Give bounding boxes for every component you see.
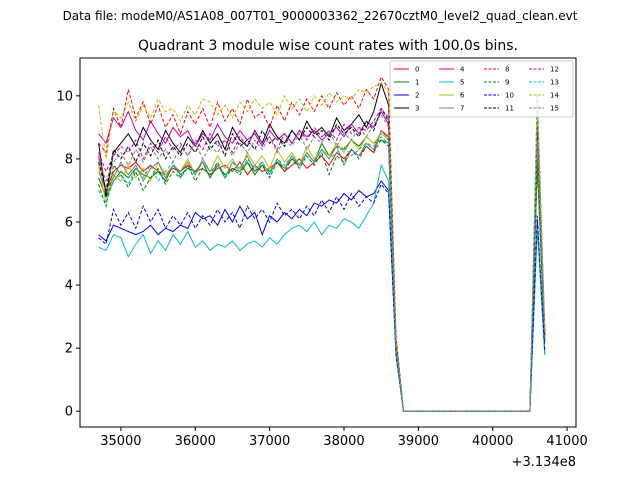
legend-label-7: 7 [460,105,464,113]
x-tick-label: 41000 [546,434,587,449]
chart-title: Quadrant 3 module wise count rates with … [138,38,518,54]
series-line-3 [98,81,546,412]
x-tick-label: 37000 [249,434,290,449]
legend-label-4: 4 [460,66,465,74]
legend-label-15: 15 [550,105,559,113]
y-tick-label: 2 [65,342,73,357]
x-tick-label: 39000 [398,434,439,449]
plot-lines [98,75,546,412]
y-tick-label: 10 [56,89,73,104]
legend-label-14: 14 [550,92,559,100]
legend-label-13: 13 [550,79,559,87]
y-axis: 0 2 4 6 8 10 [56,89,80,420]
series-line-6 [98,132,546,412]
y-tick-label: 4 [65,279,73,294]
legend-label-1: 1 [415,79,419,87]
y-tick-label: 8 [65,152,73,167]
legend-label-9: 9 [505,79,509,87]
legend-label-2: 2 [415,92,419,100]
x-offset-label: +3.134e8 [512,455,576,470]
series-line-10 [98,183,546,412]
legend-label-12: 12 [550,66,559,74]
series-line-9 [98,139,546,412]
series-line-7 [98,129,546,412]
x-axis: 35000 36000 37000 38000 39000 40000 41000 [100,427,588,449]
series-line-0 [98,129,546,412]
legend-label-10: 10 [505,92,514,100]
x-tick-label: 36000 [175,434,216,449]
y-tick-label: 6 [65,216,73,231]
legend-label-8: 8 [505,66,509,74]
legend-label-3: 3 [415,105,419,113]
legend-label-11: 11 [505,105,514,113]
y-tick-label: 0 [65,405,73,420]
series-line-15 [98,113,546,412]
suptitle: Data file: modeM0/AS1A08_007T01_90000033… [63,9,578,23]
legend-label-6: 6 [460,92,465,100]
legend-label-5: 5 [460,79,464,87]
legend-box [389,60,574,118]
axes-frame [79,57,577,428]
legend-label-0: 0 [415,66,419,74]
x-tick-label: 35000 [100,434,141,449]
series-line-2 [98,180,546,412]
x-tick-label: 40000 [472,434,513,449]
x-tick-label: 38000 [323,434,364,449]
series-line-14 [98,82,546,412]
series-line-5 [98,163,546,412]
